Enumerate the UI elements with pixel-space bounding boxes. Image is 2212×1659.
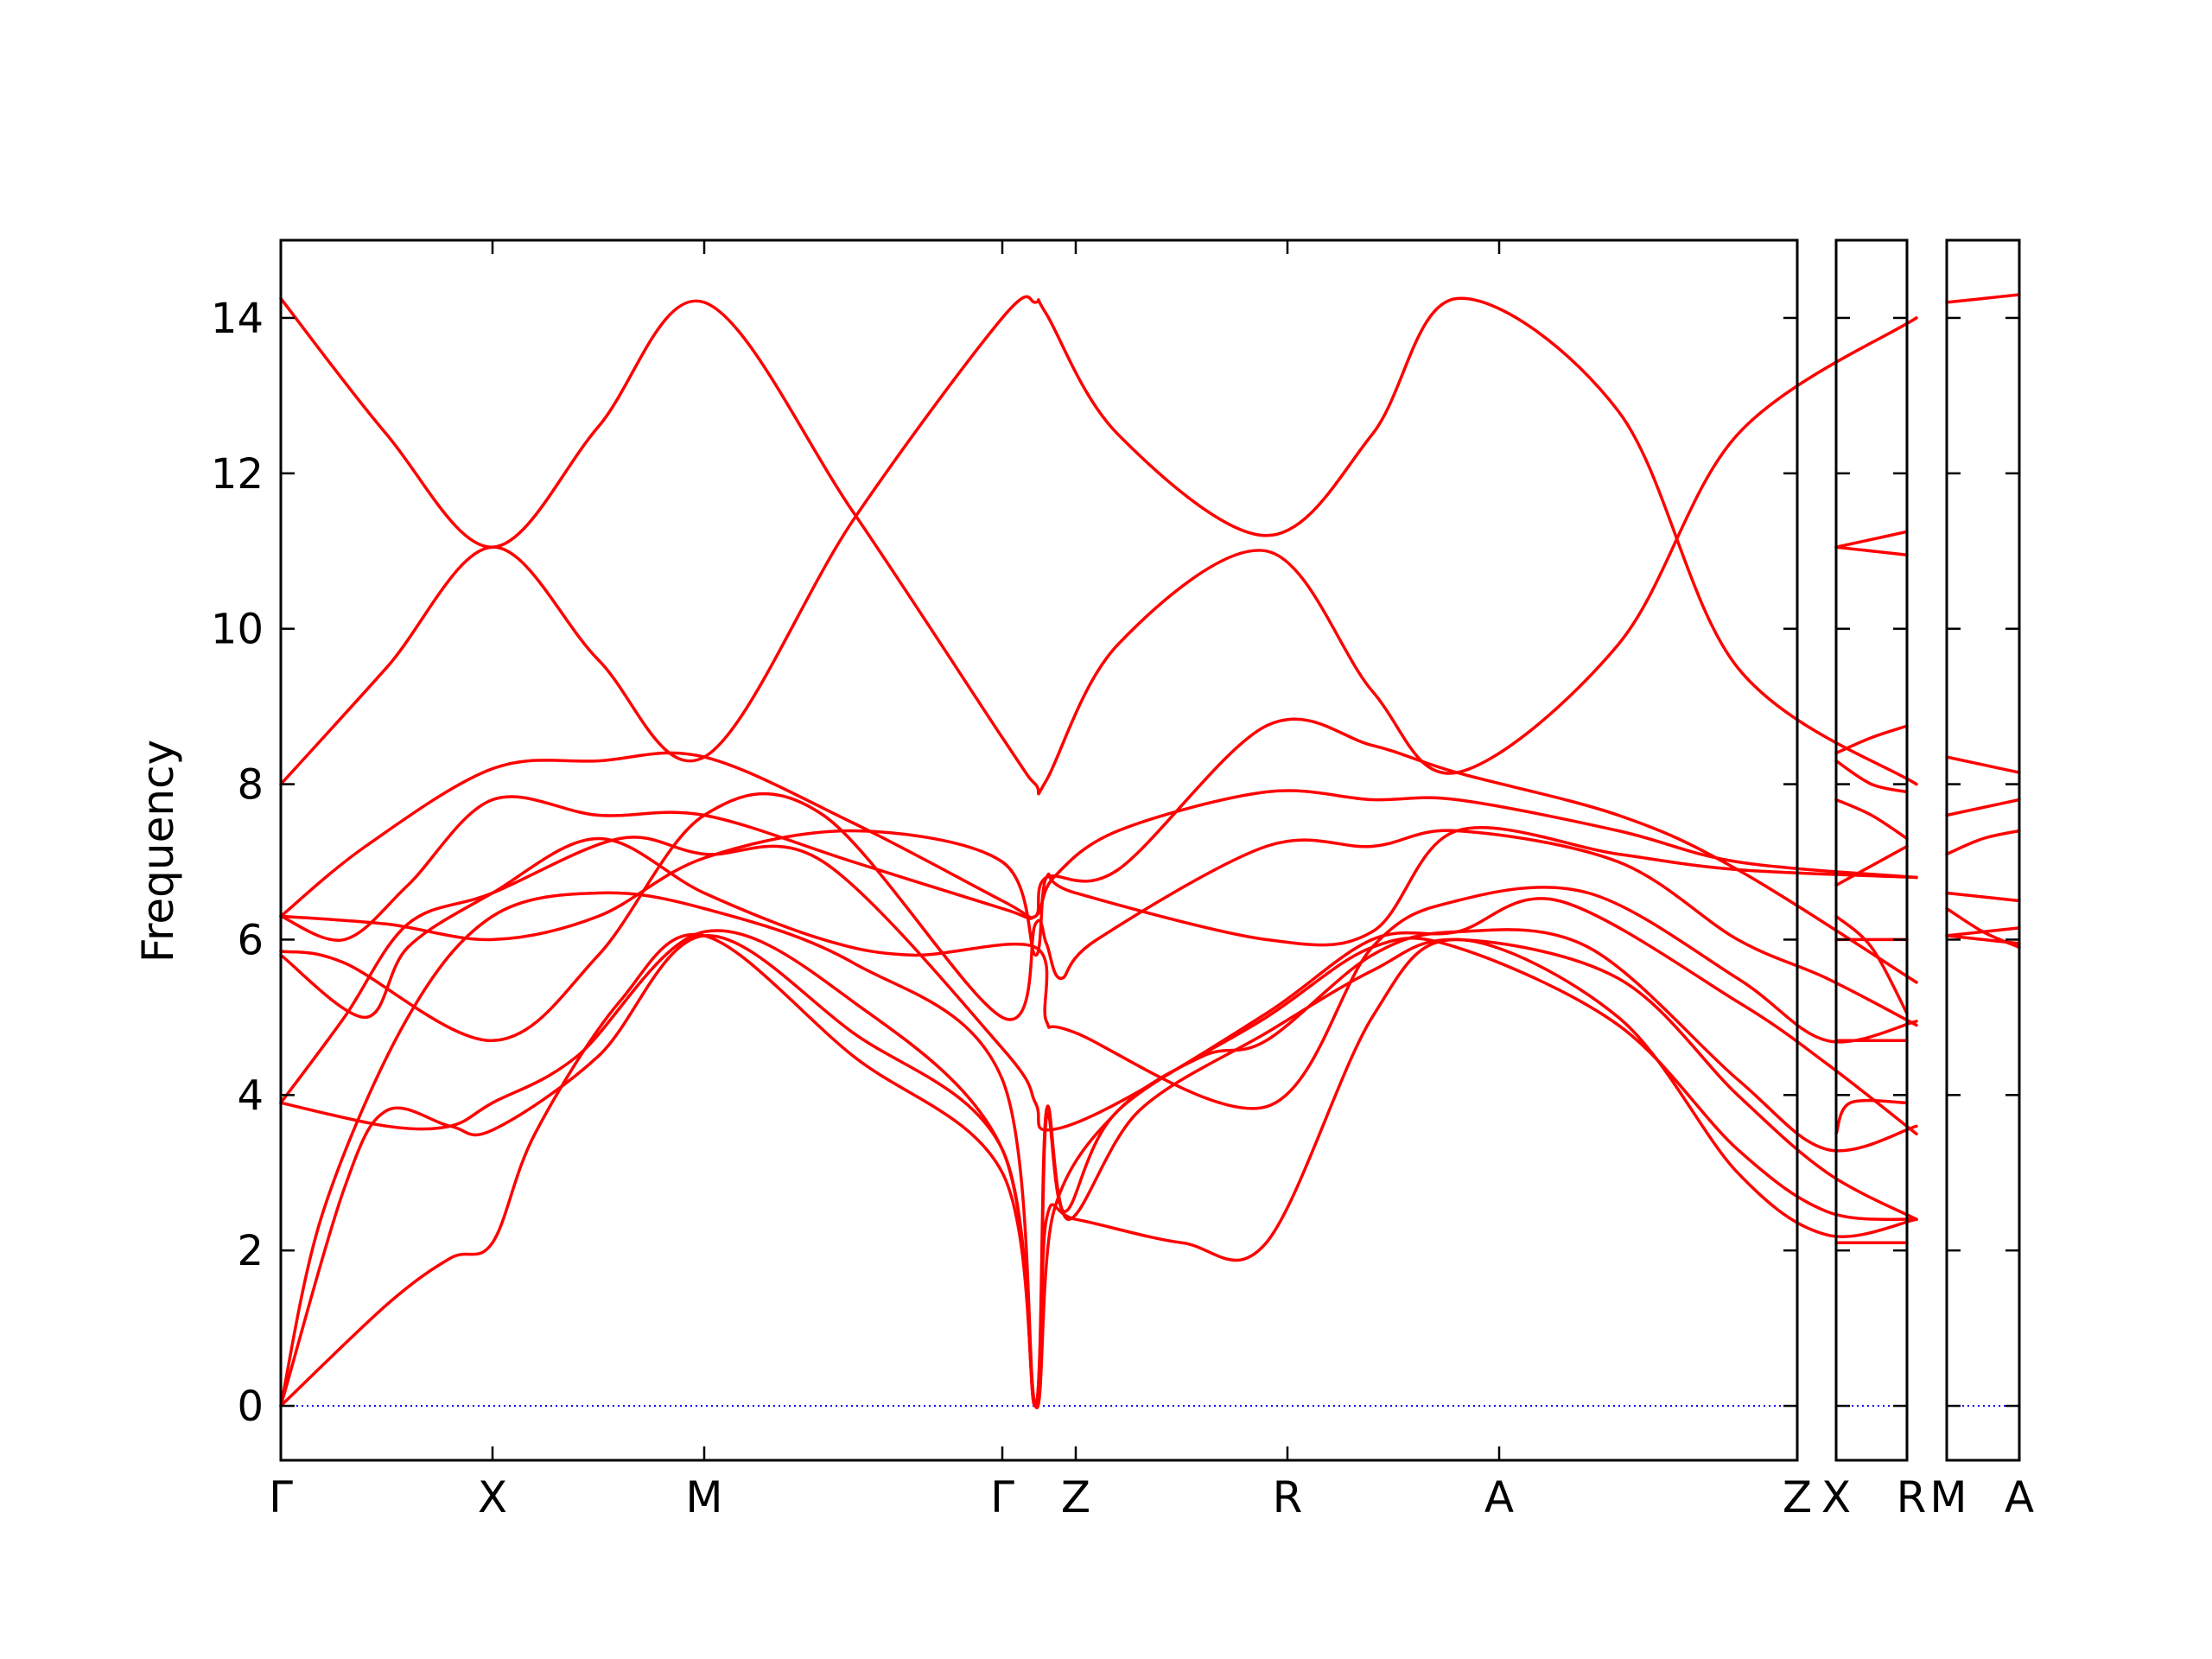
y-tick-label: 14	[211, 295, 264, 343]
y-tick-label: 4	[237, 1071, 264, 1120]
x-tick-label: X	[1821, 1472, 1851, 1522]
panel-frame	[279, 238, 1799, 1462]
band-line-band-5	[1834, 914, 1909, 1015]
x-tick-label: X	[478, 1472, 507, 1522]
x-tick-label: Z	[1783, 1472, 1812, 1522]
band-line-band-7	[279, 791, 1918, 1043]
x-tick-label: M	[1929, 1472, 1967, 1522]
y-tick-label: 0	[237, 1382, 264, 1431]
band-line-band-11	[279, 295, 1918, 786]
y-tick-label: 10	[211, 606, 264, 654]
band-line-band-10	[279, 717, 1918, 984]
band-line-band-8	[1945, 293, 2021, 304]
x-tick-label: Γ	[990, 1472, 1014, 1522]
x-tick-label: Z	[1061, 1472, 1090, 1522]
x-tick-label: M	[685, 1472, 722, 1522]
band-line-band-7	[1945, 755, 2021, 774]
band-line-band-8	[279, 826, 1918, 957]
band-line-band-9	[1834, 724, 1909, 755]
y-tick-label: 8	[237, 761, 264, 810]
band-line-band-6	[1945, 798, 2021, 817]
panel-frame	[1834, 238, 1909, 1462]
band-line-band-2	[1834, 1098, 1909, 1136]
band-line-band-6	[279, 836, 1918, 1110]
band-line-band-12	[279, 296, 1918, 796]
x-tick-label: R	[1897, 1472, 1927, 1522]
band-line-band-3	[1945, 906, 2021, 950]
x-tick-label: A	[1484, 1472, 1514, 1522]
band-line-band-4	[1945, 891, 2021, 903]
x-tick-label: Γ	[269, 1472, 293, 1522]
band-line-band-8	[1834, 759, 1909, 794]
y-axis-label: Frequency	[133, 740, 183, 963]
y-tick-label: 2	[237, 1227, 264, 1275]
panel-frame	[1945, 238, 2021, 1462]
band-line-band-3	[279, 891, 1918, 1410]
y-tick-label: 6	[237, 916, 264, 964]
y-tick-label: 12	[211, 450, 264, 499]
band-line-band-7	[1834, 798, 1909, 841]
band-line-band-5	[1945, 829, 2021, 856]
band-line-band-4	[279, 929, 1918, 1408]
x-tick-label: R	[1273, 1472, 1303, 1522]
x-tick-label: A	[2005, 1472, 2034, 1522]
band-line-band-11	[1834, 545, 1909, 556]
band-line-band-6	[1834, 844, 1909, 887]
band-line-band-10	[1834, 530, 1909, 549]
